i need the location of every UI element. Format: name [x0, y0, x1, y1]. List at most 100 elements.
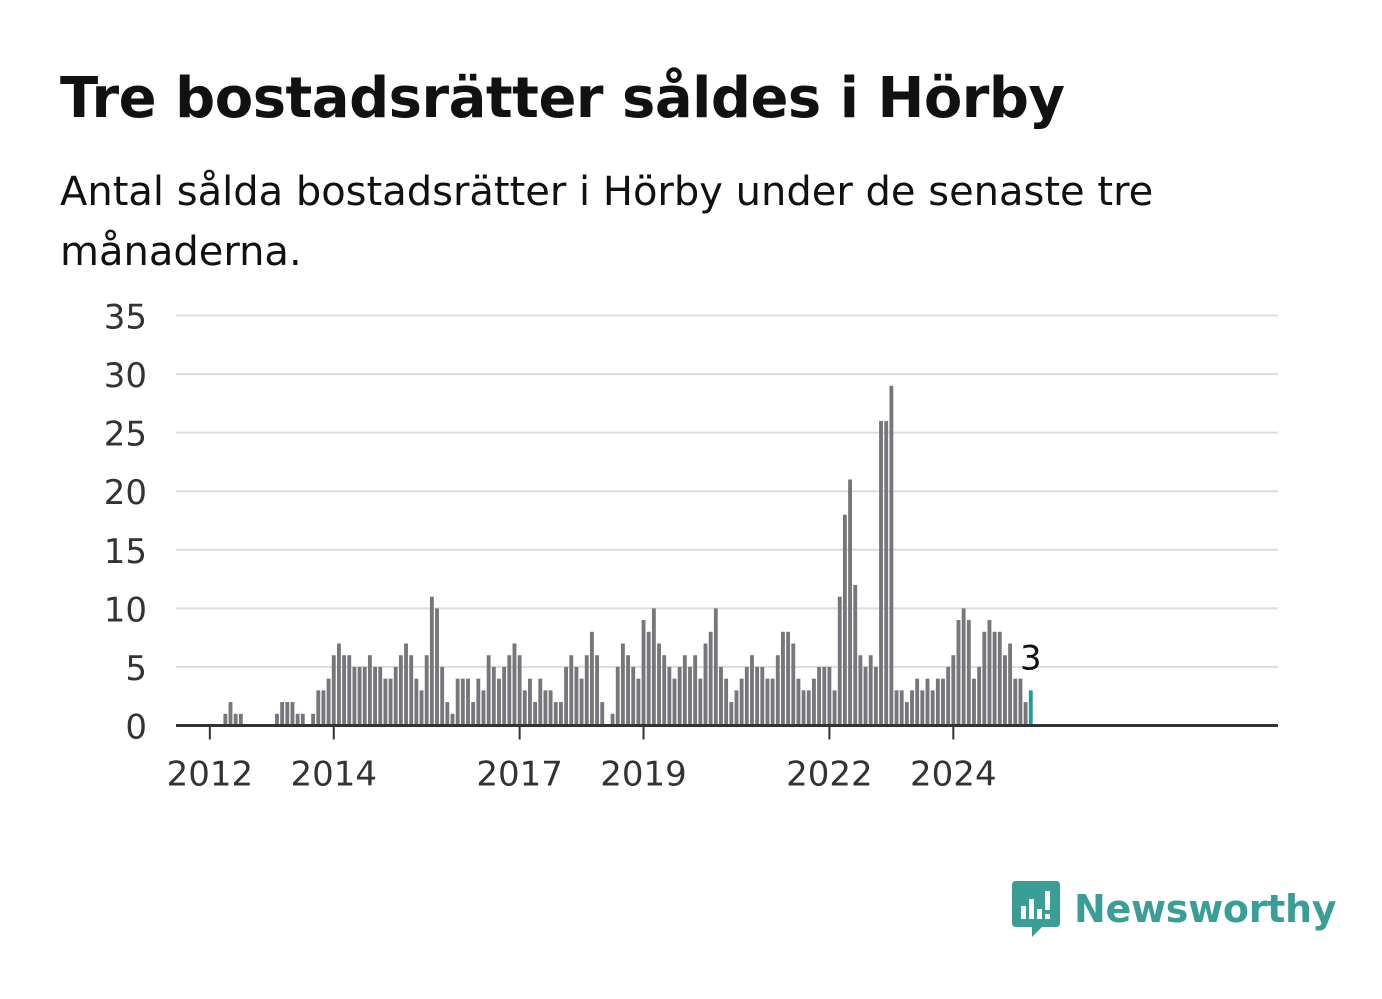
- y-tick-label: 30: [104, 356, 147, 396]
- bar: [899, 690, 904, 726]
- y-tick-label: 20: [104, 473, 147, 513]
- x-tick-label: 2019: [600, 755, 687, 795]
- bar: [471, 702, 476, 726]
- bar: [466, 678, 470, 726]
- bar: [873, 666, 878, 726]
- bar: [424, 655, 429, 726]
- bar: [688, 666, 692, 726]
- bar: [987, 620, 992, 726]
- bar: [238, 713, 243, 726]
- bar: [429, 596, 434, 726]
- bar: [347, 655, 352, 726]
- bar: [920, 690, 925, 726]
- bar: [290, 702, 295, 726]
- bar: [750, 655, 754, 726]
- bar: [646, 631, 651, 726]
- bar: [481, 690, 486, 726]
- bar: [373, 666, 377, 726]
- x-tick-label: 2014: [290, 755, 377, 795]
- bar: [517, 655, 522, 726]
- bar: [388, 678, 393, 726]
- bar: [414, 678, 419, 726]
- bar: [729, 702, 734, 726]
- bar: [393, 666, 398, 726]
- bar: [837, 596, 842, 726]
- bar: [848, 479, 852, 726]
- bar: [486, 655, 491, 726]
- bar: [491, 666, 496, 726]
- bar: [311, 713, 316, 726]
- bar: [460, 678, 465, 726]
- bar: [693, 655, 698, 726]
- bar: [801, 690, 806, 726]
- bar: [476, 678, 481, 726]
- bar: [755, 666, 760, 726]
- x-tick-label: 2012: [167, 755, 254, 795]
- x-tick-label: 2024: [910, 755, 997, 795]
- brand-name: Newsworthy: [1074, 887, 1337, 931]
- bar: [806, 690, 811, 726]
- bar: [352, 666, 357, 726]
- bar: [781, 631, 785, 726]
- bar: [719, 666, 723, 726]
- bar: [977, 666, 982, 726]
- bar-highlight: [1028, 690, 1033, 726]
- y-tick-label: 25: [104, 415, 147, 455]
- bar: [450, 713, 455, 726]
- bar: [610, 713, 615, 726]
- bar: [357, 666, 362, 726]
- bar: [672, 678, 677, 726]
- bar: [233, 713, 238, 726]
- bar: [548, 690, 553, 726]
- bar: [786, 631, 791, 726]
- bar: [796, 678, 801, 726]
- bar: [724, 678, 729, 726]
- bar: [703, 643, 708, 726]
- bar: [858, 655, 863, 726]
- bar: [445, 702, 450, 726]
- bar: [910, 690, 914, 726]
- bar: [331, 655, 336, 726]
- bar: [228, 702, 233, 726]
- newsworthy-icon: [1012, 881, 1060, 937]
- bar: [507, 655, 512, 726]
- bar: [708, 631, 713, 726]
- bar: [285, 702, 290, 726]
- bar: [662, 655, 667, 726]
- y-tick-label: 10: [104, 590, 147, 630]
- bar: [946, 666, 951, 726]
- bar: [223, 713, 228, 726]
- bar: [791, 643, 796, 726]
- bar: [992, 631, 997, 726]
- bar: [409, 655, 414, 726]
- bar: [1008, 643, 1013, 726]
- bar: [677, 666, 682, 726]
- bar: [440, 666, 445, 726]
- bar: [295, 713, 300, 726]
- bar: [383, 678, 388, 726]
- bar: [367, 655, 372, 726]
- bar: [533, 702, 538, 726]
- bar: [775, 655, 780, 726]
- y-tick-label: 15: [104, 532, 147, 572]
- bar: [894, 690, 899, 726]
- bar: [626, 655, 630, 726]
- bar: [362, 666, 367, 726]
- bar: [713, 608, 718, 726]
- bar: [904, 702, 909, 726]
- bar: [956, 620, 961, 726]
- bar: [579, 678, 584, 726]
- bar: [941, 678, 945, 726]
- bar: [832, 690, 837, 726]
- bar: [280, 702, 285, 726]
- bar: [636, 678, 641, 726]
- bar: [404, 643, 408, 726]
- bar: [657, 643, 661, 726]
- bar: [620, 643, 625, 726]
- bar: [574, 666, 579, 726]
- bar: [1023, 702, 1028, 726]
- bar: [528, 678, 532, 726]
- bar: [300, 713, 305, 726]
- bar: [972, 678, 976, 726]
